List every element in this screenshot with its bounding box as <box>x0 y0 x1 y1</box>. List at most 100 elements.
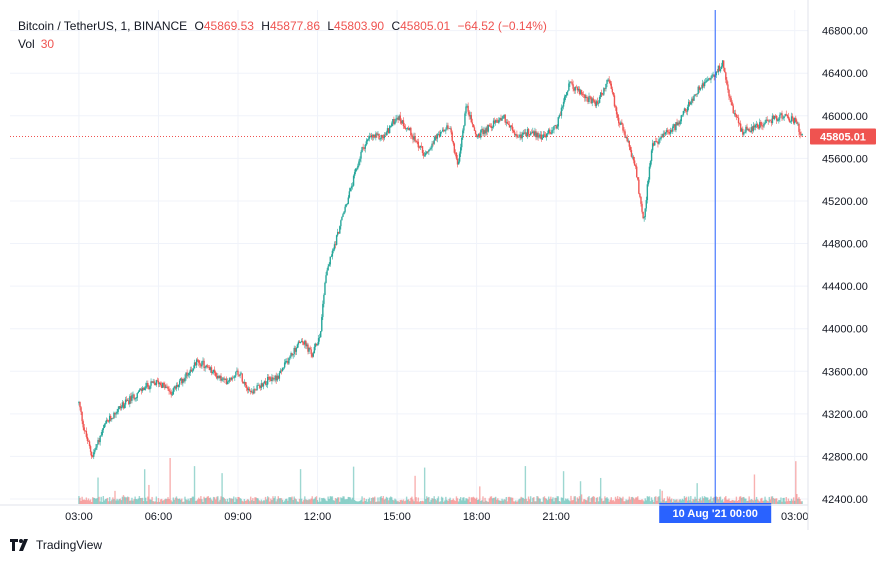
candle-body <box>464 113 466 126</box>
candle-body <box>172 388 175 395</box>
candle-body <box>234 375 236 378</box>
candle-body <box>290 353 292 357</box>
candle-body <box>765 119 767 123</box>
volume-bar <box>359 500 361 504</box>
candle-body <box>79 402 81 408</box>
volume-bar <box>784 501 786 504</box>
candle-body <box>307 344 309 352</box>
volume-bar <box>131 497 133 504</box>
volume-bar <box>580 494 583 504</box>
x-tick-label: 21:00 <box>542 511 570 523</box>
x-tick-label: 03:00 <box>65 511 93 523</box>
volume-bar <box>262 500 265 504</box>
candle-body <box>137 391 140 394</box>
volume-bar <box>190 498 193 504</box>
volume-bar <box>768 496 770 504</box>
volume-bar <box>795 461 797 504</box>
volume-bar <box>80 500 82 504</box>
candle-body <box>251 391 253 393</box>
x-tick-label: 03:00 <box>781 511 809 523</box>
candle-body <box>630 150 633 157</box>
candle-body <box>692 98 694 101</box>
volume-bar <box>717 499 720 504</box>
volume-bar <box>362 501 364 504</box>
volume-bar <box>729 500 731 504</box>
candle-body <box>132 394 134 396</box>
candle-body <box>801 133 803 136</box>
volume-bar <box>532 497 534 504</box>
candle-body <box>669 129 672 134</box>
candle-body <box>681 114 684 116</box>
volume-bar <box>247 499 250 504</box>
candle-body <box>645 200 647 209</box>
volume-bar <box>334 497 337 504</box>
volume-bar <box>698 498 701 504</box>
candle-body <box>223 378 225 380</box>
volume-bar <box>436 498 439 504</box>
volume-bar <box>503 499 505 504</box>
candle-body <box>786 114 789 117</box>
volume-bar <box>597 501 600 504</box>
volume-bar <box>241 500 243 504</box>
candle-body <box>580 90 583 95</box>
candle-body <box>146 382 148 387</box>
candle-body <box>706 80 708 82</box>
volume-bar <box>390 496 392 504</box>
candle-body <box>154 382 156 385</box>
candle-body <box>292 354 294 356</box>
volume-bar <box>642 500 644 504</box>
candle-body <box>174 386 177 389</box>
volume-bar <box>417 497 419 504</box>
volume-bar <box>421 500 424 504</box>
volume-bar <box>678 499 680 504</box>
candle-body <box>610 83 612 89</box>
volume-bar <box>703 496 706 504</box>
volume-label: Vol <box>18 37 35 51</box>
candle-body <box>796 121 798 124</box>
overlay: 45805.01 10 Aug '21 00:00 <box>10 10 876 523</box>
candle-body <box>655 141 657 142</box>
volume-bar <box>596 497 599 504</box>
tradingview-logo[interactable]: TradingView <box>10 538 102 552</box>
volume-bar <box>212 496 215 504</box>
volume-bar <box>127 496 129 504</box>
volume-bar <box>457 501 460 504</box>
volume-bar <box>745 498 747 504</box>
volume-bar <box>264 496 267 504</box>
candle-body <box>689 101 691 105</box>
symbol-title: Bitcoin / TetherUS, 1, BINANCE <box>18 19 188 33</box>
volume-bar <box>107 501 110 504</box>
y-tick-label: 44000.00 <box>822 324 868 336</box>
volume-bar <box>506 501 509 504</box>
volume-bar <box>609 499 611 504</box>
volume-bar <box>236 499 238 504</box>
volume-bar <box>321 497 323 504</box>
volume-bar <box>320 501 322 504</box>
candle-body <box>730 98 732 103</box>
candle-body <box>622 124 624 131</box>
candle-body <box>496 120 498 121</box>
volume-bar <box>352 466 355 504</box>
volume-bar <box>270 498 272 504</box>
last-price-tag <box>810 128 876 145</box>
candle-body <box>184 377 186 382</box>
volume-bar <box>544 498 547 504</box>
candle-body <box>135 397 137 399</box>
volume-bar <box>84 500 86 504</box>
volume-bar <box>246 499 249 504</box>
volume-bar <box>734 500 737 504</box>
volume-bar <box>113 499 115 504</box>
volume-bar <box>301 501 304 504</box>
candle-body <box>256 385 258 391</box>
candle-body <box>486 127 488 132</box>
volume-bar <box>560 497 563 504</box>
candle-body <box>612 92 615 96</box>
candle-body <box>102 428 105 430</box>
volume-bar <box>427 497 429 504</box>
volume-bar <box>176 498 179 504</box>
volume-bar <box>299 469 302 504</box>
volume-bar <box>307 500 309 504</box>
volume-bar <box>199 499 201 504</box>
